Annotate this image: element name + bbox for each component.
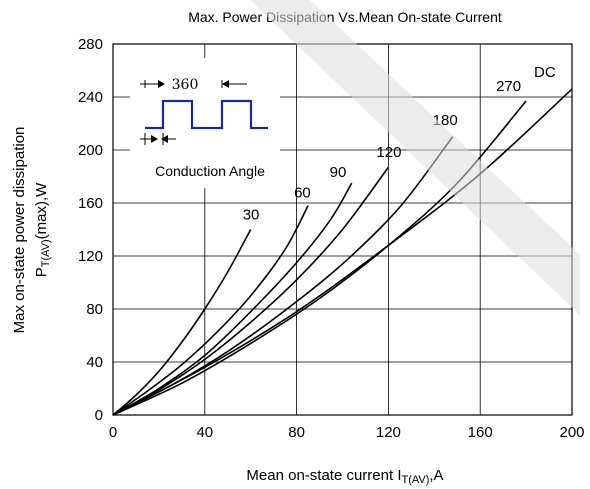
y-axis-label: Max on-state power dissipation PT(AV)(ma… [11, 127, 52, 334]
conduction-angle-inset: 360 Conduction Angle [130, 58, 280, 188]
y-tick-label: 200 [78, 142, 103, 159]
x-tick-label: 120 [376, 424, 401, 441]
pulse-waveform [145, 99, 268, 130]
watermark-band [250, 0, 580, 315]
curve-label-90: 90 [330, 164, 347, 181]
y-tick-label: 120 [78, 248, 103, 265]
curve-dc [112, 88, 573, 416]
curve-label-30: 30 [243, 207, 260, 224]
curve-label-270: 270 [496, 78, 521, 95]
y-tick-label: 0 [95, 407, 103, 424]
y-tick-label: 160 [78, 195, 103, 212]
period-label: 360 [172, 77, 199, 93]
x-tick-label: 0 [109, 424, 117, 441]
grid [113, 44, 572, 415]
inset-caption: Conduction Angle [155, 163, 265, 179]
tick-labels: 0 40 80 120 160 200 0 40 80 120 160 200 240 280 [78, 36, 585, 441]
x-tick-label: 200 [559, 424, 584, 441]
curve-30 [112, 229, 252, 416]
chart-title: Max. Power Dissipation Vs.Mean On-state … [188, 9, 502, 25]
y-tick-label: 280 [78, 36, 103, 53]
curve-label-dc: DC [534, 64, 556, 81]
curve-90 [112, 182, 353, 416]
x-tick-label: 160 [468, 424, 493, 441]
svg-text:PT(AV)(max),W: PT(AV)(max),W [33, 182, 52, 277]
curve-label-60: 60 [294, 185, 311, 202]
x-tick-label: 40 [196, 424, 213, 441]
curve-label-120: 120 [376, 144, 401, 161]
y-tick-label: 240 [78, 89, 103, 106]
curve-120 [112, 166, 390, 416]
curve-60 [112, 205, 309, 416]
svg-text:Max on-state power dissipation: Max on-state power dissipation [11, 127, 28, 334]
x-tick-label: 80 [288, 424, 305, 441]
y-tick-label: 80 [86, 301, 103, 318]
x-axis-label: Mean on-state current IT(AV),A [246, 467, 443, 486]
y-tick-label: 40 [86, 354, 103, 371]
